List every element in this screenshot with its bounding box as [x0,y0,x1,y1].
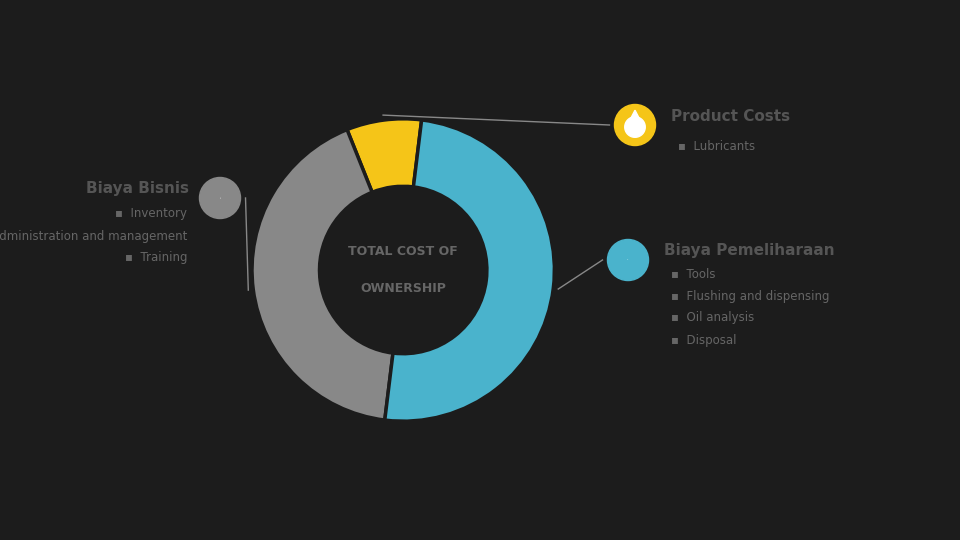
Polygon shape [628,110,642,124]
Wedge shape [385,120,554,421]
Circle shape [608,239,649,280]
Text: ▪  Administration and management: ▪ Administration and management [0,230,187,242]
Text: ▪  Oil analysis: ▪ Oil analysis [670,312,754,325]
Wedge shape [252,130,393,420]
Polygon shape [625,117,645,137]
Circle shape [614,104,656,145]
Text: TOTAL COST OF: TOTAL COST OF [348,246,458,259]
Text: Biaya Bisnis: Biaya Bisnis [86,180,189,195]
Text: Product Costs: Product Costs [670,110,790,125]
Text: ▪  Training: ▪ Training [125,252,187,265]
Text: ▪  Disposal: ▪ Disposal [670,334,736,347]
Text: ▪  Inventory: ▪ Inventory [115,207,187,220]
Wedge shape [348,119,421,192]
Text: ▪  Tools: ▪ Tools [670,267,715,280]
Text: Biaya Pemeliharaan: Biaya Pemeliharaan [663,242,834,258]
Circle shape [200,178,241,219]
Text: ▪  Flushing and dispensing: ▪ Flushing and dispensing [670,289,829,302]
Text: ▪  Lubricants: ▪ Lubricants [678,140,755,153]
Text: OWNERSHIP: OWNERSHIP [360,281,446,294]
